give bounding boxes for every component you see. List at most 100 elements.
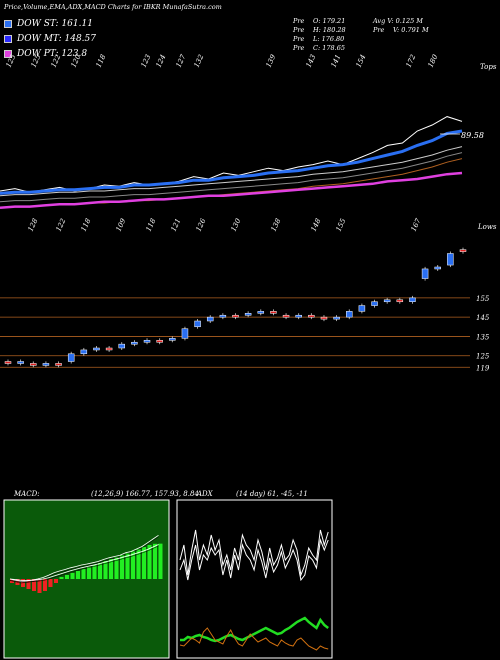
candle <box>42 363 50 366</box>
candle <box>30 363 37 366</box>
candle <box>206 316 214 322</box>
bottom-tick-label: 121 <box>170 217 183 233</box>
candle <box>459 249 467 252</box>
legend-dow-mt: DOW MT: 148.57 <box>4 32 96 46</box>
ohlc-stats: Pre O: 179.21 Pre H: 180.28 Pre L: 176.80 P… <box>293 17 346 52</box>
legend-label-mt: DOW MT: 148.57 <box>17 34 96 44</box>
series-ema-orange <box>0 158 463 209</box>
macd-histogram-bar <box>81 569 86 579</box>
macd-histogram-bar <box>114 557 119 579</box>
legend-swatch-mt <box>4 35 12 43</box>
bottom-tick-label: 138 <box>270 217 283 233</box>
macd-histogram-bar <box>131 551 135 579</box>
top-tick-label: 122 <box>50 53 63 69</box>
tops-label: Tops <box>480 63 497 71</box>
adx-plus-di <box>179 529 329 577</box>
top-tick-label: 120 <box>70 53 83 69</box>
candle <box>270 311 277 314</box>
macd-histogram-bar <box>109 559 113 579</box>
level-label: 155 <box>476 295 490 303</box>
candle <box>181 328 189 339</box>
top-tick-label: 141 <box>330 53 343 69</box>
legend-swatch-pt <box>4 50 12 58</box>
stat-volume: V: 0.791 M <box>393 26 429 34</box>
page-title: Price,Volume,EMA,ADX,MACD Charts for IBK… <box>4 3 222 11</box>
top-tick-label: 154 <box>355 53 368 69</box>
candle <box>17 361 24 364</box>
macd-signal <box>9 544 159 581</box>
volume-stats: Avg V: 0.125 M Pre V: 0.791 M <box>373 17 429 34</box>
bottom-tick-label: 155 <box>335 217 348 233</box>
macd-histogram-bar <box>103 561 108 579</box>
macd-histogram-bar <box>32 579 36 591</box>
macd-histogram-bar <box>76 571 80 579</box>
candle <box>371 301 378 306</box>
candle <box>169 338 176 341</box>
candle <box>80 349 88 355</box>
bottom-tick-label: 167 <box>410 217 423 233</box>
stat-high: H: 180.28 <box>313 26 346 34</box>
adx-orange <box>179 627 329 651</box>
legend-dow-st: DOW ST: 161.11 <box>4 17 93 31</box>
level-label: 119 <box>476 364 490 372</box>
macd-histogram-bar <box>98 563 102 579</box>
price-annotation: 89.58 <box>461 131 484 140</box>
candle <box>383 299 391 303</box>
bottom-tick-label: 130 <box>230 217 243 233</box>
candle <box>421 268 429 279</box>
candle <box>4 361 12 364</box>
candle <box>257 311 265 314</box>
macd-histogram-bar <box>120 555 124 579</box>
candle <box>308 314 315 318</box>
top-tick-label: 123 <box>140 53 153 69</box>
macd-histogram-bar <box>59 577 64 579</box>
stat-close: C: 178.65 <box>313 44 345 52</box>
level-label: 145 <box>476 314 490 322</box>
macd-background <box>3 499 170 659</box>
top-tick-label: 132 <box>193 53 206 69</box>
top-tick-label: 172 <box>405 53 418 69</box>
series-ema_long <box>0 171 463 210</box>
adx-line <box>180 616 329 643</box>
candle <box>346 311 353 318</box>
stat-avg-volume: Avg V: 0.125 M <box>373 17 423 25</box>
bottom-tick-label: 122 <box>55 217 68 233</box>
macd-histogram-bar <box>26 579 31 589</box>
top-tick-label: 139 <box>265 53 278 69</box>
candle <box>219 314 227 318</box>
series-ema_short <box>0 129 463 195</box>
candle <box>93 347 100 351</box>
top-tick-label: 127 <box>175 53 188 69</box>
adx-values: (14 day) 61, -45, -11 <box>236 490 308 498</box>
candle <box>67 353 75 362</box>
candle <box>55 363 62 366</box>
candle <box>194 320 201 328</box>
candle <box>409 297 416 302</box>
lows-label: Lows <box>478 223 497 231</box>
stat-low: L: 176.80 <box>313 35 345 43</box>
candle <box>131 341 138 345</box>
candle <box>333 316 340 320</box>
macd-histogram-bar <box>142 547 146 579</box>
legend-label-st: DOW ST: 161.11 <box>17 19 93 29</box>
macd-histogram-bar <box>147 545 152 579</box>
bottom-tick-label: 128 <box>27 217 40 233</box>
macd-histogram-bar <box>54 579 58 583</box>
macd-histogram-bar <box>158 543 163 579</box>
macd-signal-shadow <box>9 545 159 583</box>
macd-macd-shadow <box>9 536 159 584</box>
macd-histogram-bar <box>48 579 53 587</box>
top-tick-label: 125 <box>30 53 43 69</box>
stat-open: O: 179.21 <box>313 17 346 25</box>
top-tick-label: 180 <box>427 53 440 69</box>
adx-label: ADX <box>197 490 213 498</box>
legend-swatch-st <box>4 20 12 28</box>
top-tick-label: 118 <box>95 53 108 69</box>
bottom-tick-label: 126 <box>195 217 208 233</box>
adx-minus-di <box>179 538 329 582</box>
series-ema_mid <box>0 146 463 197</box>
top-tick-label: 143 <box>305 53 318 69</box>
level-label: 125 <box>476 353 490 361</box>
macd-histogram-bar <box>153 543 157 579</box>
